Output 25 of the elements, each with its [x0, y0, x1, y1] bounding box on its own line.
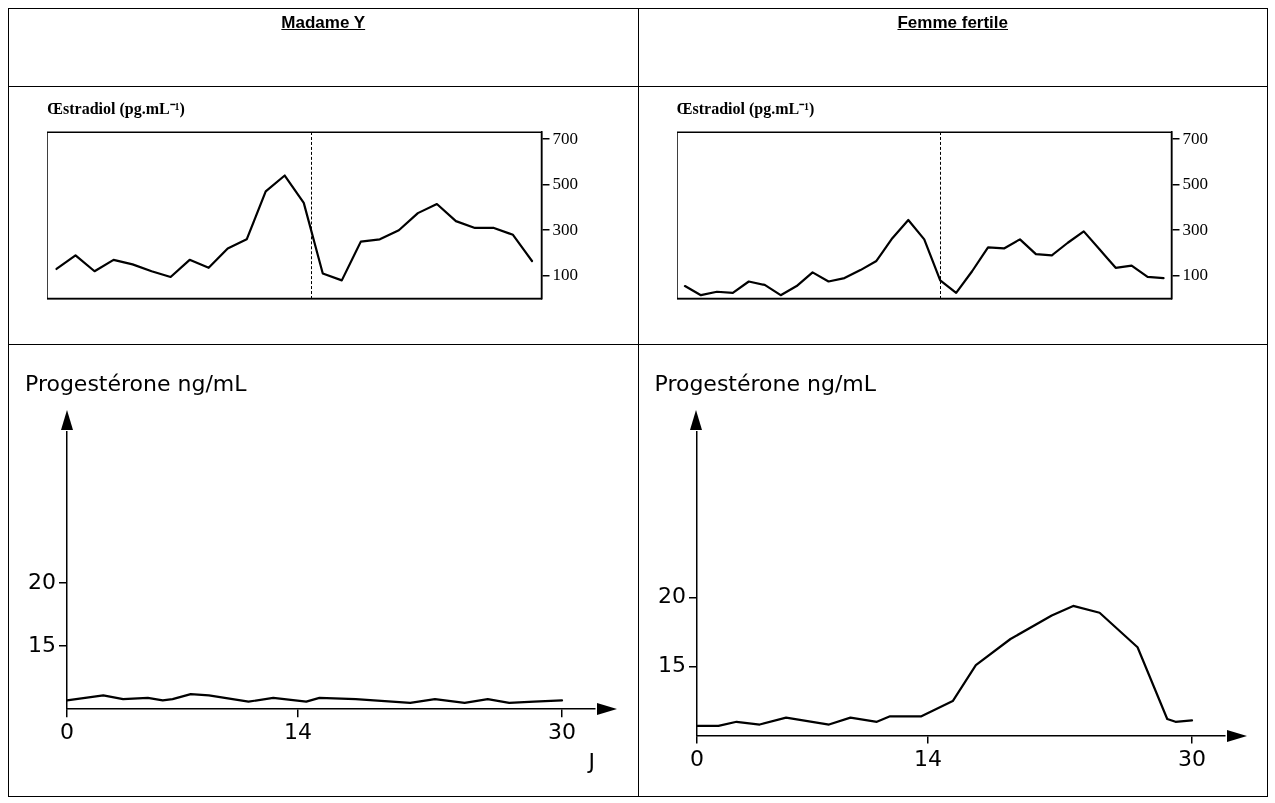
y-tick-label: 500	[552, 174, 578, 194]
y-tick-label: 100	[552, 265, 578, 285]
x-tick-label: 30	[548, 719, 576, 745]
y-tick-label: 15	[657, 652, 686, 678]
y-tick-label: 700	[552, 128, 578, 148]
y-tick-label: 100	[1182, 265, 1208, 285]
y-axis-title: Progestérone ng/mL	[25, 371, 248, 396]
y-tick-label: 500	[1182, 174, 1208, 194]
y-axis-title: Œstradiol (pg.mL⁻¹)	[676, 99, 816, 119]
x-tick-label: 14	[284, 719, 312, 745]
x-tick-label: 0	[689, 745, 704, 771]
y-tick-label: 20	[657, 583, 686, 609]
y-axis-title: Œstradiol (pg.mL⁻¹)	[47, 99, 186, 119]
y-tick-label: 20	[27, 568, 56, 594]
y-axis-title: Progestérone ng/mL	[654, 371, 878, 396]
x-tick-label: 0	[59, 719, 74, 745]
x-tick-label: 30	[1177, 745, 1206, 771]
x-axis-title: J	[586, 748, 595, 774]
y-tick-label: 700	[1182, 128, 1208, 148]
chart-title: Femme fertile	[638, 9, 1268, 87]
y-tick-label: 300	[1182, 219, 1208, 239]
chart-title: Madame Y	[9, 9, 639, 87]
y-tick-label: 15	[27, 631, 56, 657]
y-tick-label: 300	[552, 219, 578, 239]
x-tick-label: 14	[913, 745, 942, 771]
